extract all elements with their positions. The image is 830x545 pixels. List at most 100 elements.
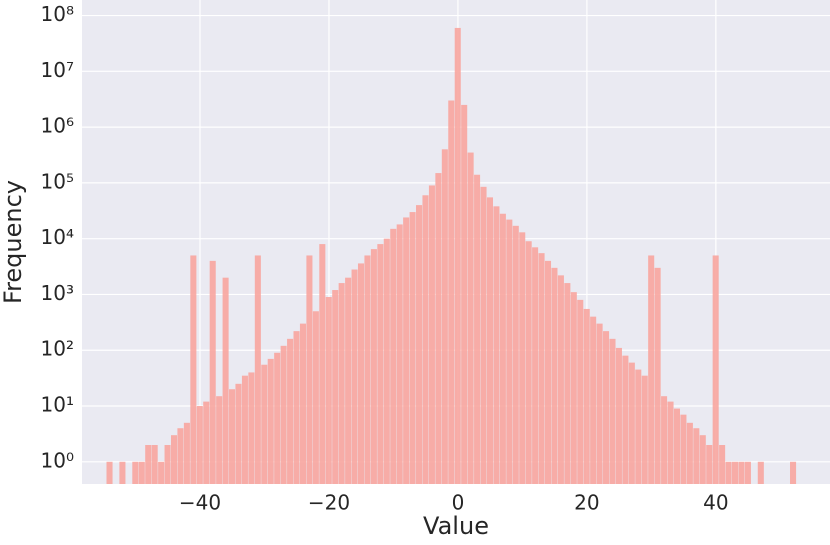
bar <box>486 197 493 484</box>
bar <box>312 311 319 484</box>
bar <box>596 323 603 484</box>
bar <box>609 338 616 484</box>
bar <box>725 461 732 484</box>
bar <box>564 283 571 484</box>
bar <box>635 369 642 484</box>
bar <box>209 260 216 484</box>
bar <box>680 414 687 484</box>
bar <box>196 406 203 484</box>
bar <box>345 277 352 484</box>
y-tick-label: 10⁴ <box>41 225 74 249</box>
bar <box>280 345 287 484</box>
bar <box>357 263 365 484</box>
bar <box>138 461 145 484</box>
bar <box>351 269 358 484</box>
bar <box>661 396 668 484</box>
bar <box>170 435 178 484</box>
bar <box>106 461 113 484</box>
bar <box>119 461 126 484</box>
bar <box>203 401 210 484</box>
bar <box>699 435 706 484</box>
x-tick-label: −40 <box>179 491 221 515</box>
y-tick-label: 10⁵ <box>41 169 74 193</box>
y-tick-label: 10⁶ <box>41 114 74 138</box>
x-tick-label: −20 <box>308 491 350 515</box>
bar <box>467 152 474 485</box>
bar <box>183 422 190 484</box>
bar <box>151 445 158 484</box>
bar <box>706 445 713 484</box>
bar <box>235 383 242 484</box>
bar <box>390 228 397 484</box>
bar <box>383 238 390 484</box>
bar <box>293 331 300 484</box>
y-tick-label: 10⁰ <box>41 448 74 472</box>
bar <box>686 422 693 484</box>
bar <box>693 428 700 484</box>
bar <box>577 299 584 484</box>
bar <box>229 389 236 484</box>
bar <box>603 331 610 484</box>
y-tick-label: 10⁸ <box>41 2 74 26</box>
bar <box>158 461 165 484</box>
bar <box>261 364 268 484</box>
bar <box>332 290 339 484</box>
bar <box>493 206 500 484</box>
bar <box>790 461 797 484</box>
bar <box>222 277 229 484</box>
bar <box>287 338 294 484</box>
bar <box>512 225 519 484</box>
x-tick-label: 20 <box>574 491 599 515</box>
bar <box>557 275 564 484</box>
bar <box>306 255 313 484</box>
bar <box>738 461 745 484</box>
bar <box>744 461 751 484</box>
bar <box>448 100 455 485</box>
bar <box>377 244 384 484</box>
bar <box>673 408 680 484</box>
bar <box>712 255 719 484</box>
bar <box>422 195 429 484</box>
y-tick-label: 10⁷ <box>41 58 74 82</box>
bar <box>654 267 661 484</box>
bar <box>241 375 248 484</box>
bar <box>615 347 622 484</box>
bar <box>480 186 487 484</box>
y-tick-label: 10³ <box>41 281 74 305</box>
bar <box>525 241 532 484</box>
bar <box>506 219 513 485</box>
bar <box>648 255 655 484</box>
bar <box>461 104 468 484</box>
x-tick-label: 0 <box>452 491 465 515</box>
bar <box>364 255 371 484</box>
bar <box>216 396 223 484</box>
bar <box>370 249 377 484</box>
bar <box>403 217 410 485</box>
bar <box>731 461 739 484</box>
bar <box>454 27 461 484</box>
bar <box>254 255 261 484</box>
bar <box>319 244 326 484</box>
x-tick-label: 40 <box>703 491 728 515</box>
bar <box>499 213 506 484</box>
bar <box>132 461 139 484</box>
bar <box>325 297 332 484</box>
bar <box>190 255 197 484</box>
bar <box>274 352 281 484</box>
bar <box>428 185 435 485</box>
y-tick-label: 10² <box>41 337 74 361</box>
y-axis-label: Frequency <box>0 180 27 304</box>
bar <box>396 224 403 484</box>
bar <box>299 323 306 484</box>
bar <box>757 461 764 484</box>
bar <box>628 362 635 484</box>
bar <box>570 292 577 484</box>
bar <box>719 445 726 484</box>
bar <box>519 232 526 484</box>
bar <box>338 283 345 484</box>
bar <box>474 174 481 484</box>
y-tick-label: 10¹ <box>41 393 74 417</box>
bar <box>267 358 274 484</box>
bar <box>538 253 545 484</box>
